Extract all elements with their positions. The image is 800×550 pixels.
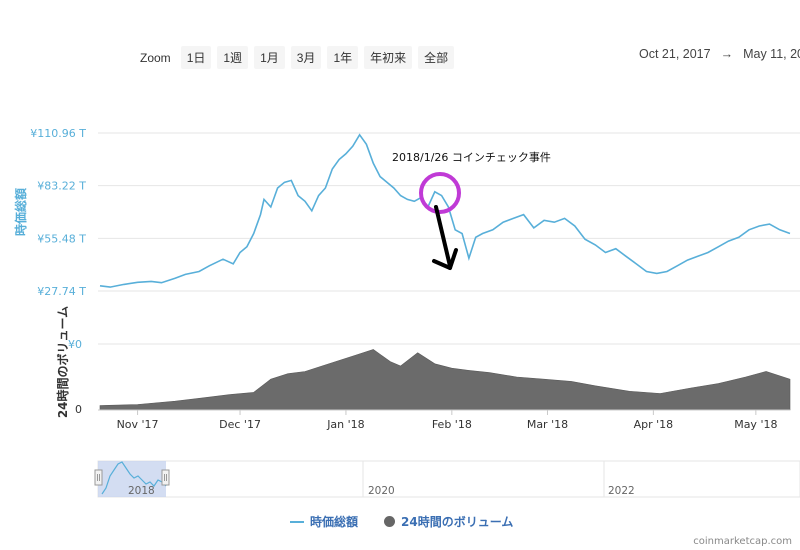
date-from[interactable]: Oct 21, 2017: [639, 47, 711, 61]
navigator-label-2018: 2018: [128, 485, 155, 497]
price-y-tick-label: ¥27.74 T: [37, 285, 86, 298]
zoom-ytd-button[interactable]: 年初来: [364, 46, 413, 69]
legend-label-market-cap: 時価総額: [310, 515, 359, 529]
legend-item-volume[interactable]: 24時間のボリューム: [384, 513, 513, 530]
x-tick-label: Dec '17: [219, 418, 261, 431]
date-range: Oct 21, 2017 → May 11, 2018: [639, 47, 800, 61]
zoom-1y-button[interactable]: 1年: [327, 46, 359, 69]
annotation-circle: [419, 172, 461, 214]
date-arrow: →: [720, 47, 734, 61]
volume-y-axis-title: 24時間のボリューム: [55, 306, 70, 418]
x-tick-label: Apr '18: [634, 418, 674, 431]
zoom-1w-button[interactable]: 1週: [217, 46, 249, 69]
navigator[interactable]: 2018 2020 2022: [94, 460, 800, 498]
x-tick-label: Feb '18: [432, 418, 472, 431]
navigator-series: [101, 461, 167, 495]
zoom-1m-button[interactable]: 1月: [254, 46, 285, 69]
navigator-label-2020: 2020: [368, 485, 395, 497]
annotation-text: 2018/1/26 コインチェック事件: [392, 151, 551, 164]
navigator-left-handle[interactable]: [94, 469, 103, 486]
legend-label-volume: 24時間のボリューム: [401, 515, 514, 529]
price-y-tick-label: ¥110.96 T: [30, 127, 86, 140]
date-to[interactable]: May 11, 2018: [743, 47, 800, 61]
legend: 時価総額 24時間のボリューム: [290, 513, 513, 530]
x-tick-label: Jan '18: [326, 418, 364, 431]
volume-series-area[interactable]: [99, 349, 791, 411]
zoom-1d-button[interactable]: 1日: [180, 46, 212, 69]
zoom-3m-button[interactable]: 3月: [290, 46, 322, 69]
navigator-right-handle[interactable]: [161, 469, 170, 486]
price-gridlines: [98, 132, 800, 292]
price-y-tick-label: ¥55.48 T: [37, 232, 86, 245]
legend-item-market-cap[interactable]: 時価総額: [290, 513, 358, 530]
credits-link[interactable]: coinmarketcap.com: [693, 536, 792, 547]
x-tick-label: Nov '17: [117, 418, 159, 431]
annotation-arrow: [432, 205, 458, 270]
zoom-controls: Zoom 1日 1週 1月 3月 1年 年初来 全部: [140, 46, 455, 69]
price-y-tick-label: ¥83.22 T: [37, 180, 86, 193]
price-y-axis-title: 時価総額: [13, 188, 28, 236]
legend-dot-icon: [384, 516, 396, 527]
legend-line-icon: [290, 520, 304, 523]
volume-y-tick-zero: 0: [75, 403, 82, 416]
x-axis: Nov '17 Dec '17 Jan '18 Feb '18 Mar '18 Apr '…: [117, 410, 777, 431]
x-tick-label: May '18: [734, 418, 777, 431]
price-y-axis: ¥27.74 T ¥55.48 T ¥83.22 T ¥110.96 T: [30, 127, 86, 298]
navigator-frame: [97, 460, 800, 498]
navigator-label-2022: 2022: [608, 485, 635, 497]
x-tick-label: Mar '18: [527, 418, 568, 431]
volume-y-tick-top: ¥0: [68, 338, 82, 351]
zoom-all-button[interactable]: 全部: [418, 46, 455, 69]
zoom-label: Zoom: [140, 50, 171, 65]
